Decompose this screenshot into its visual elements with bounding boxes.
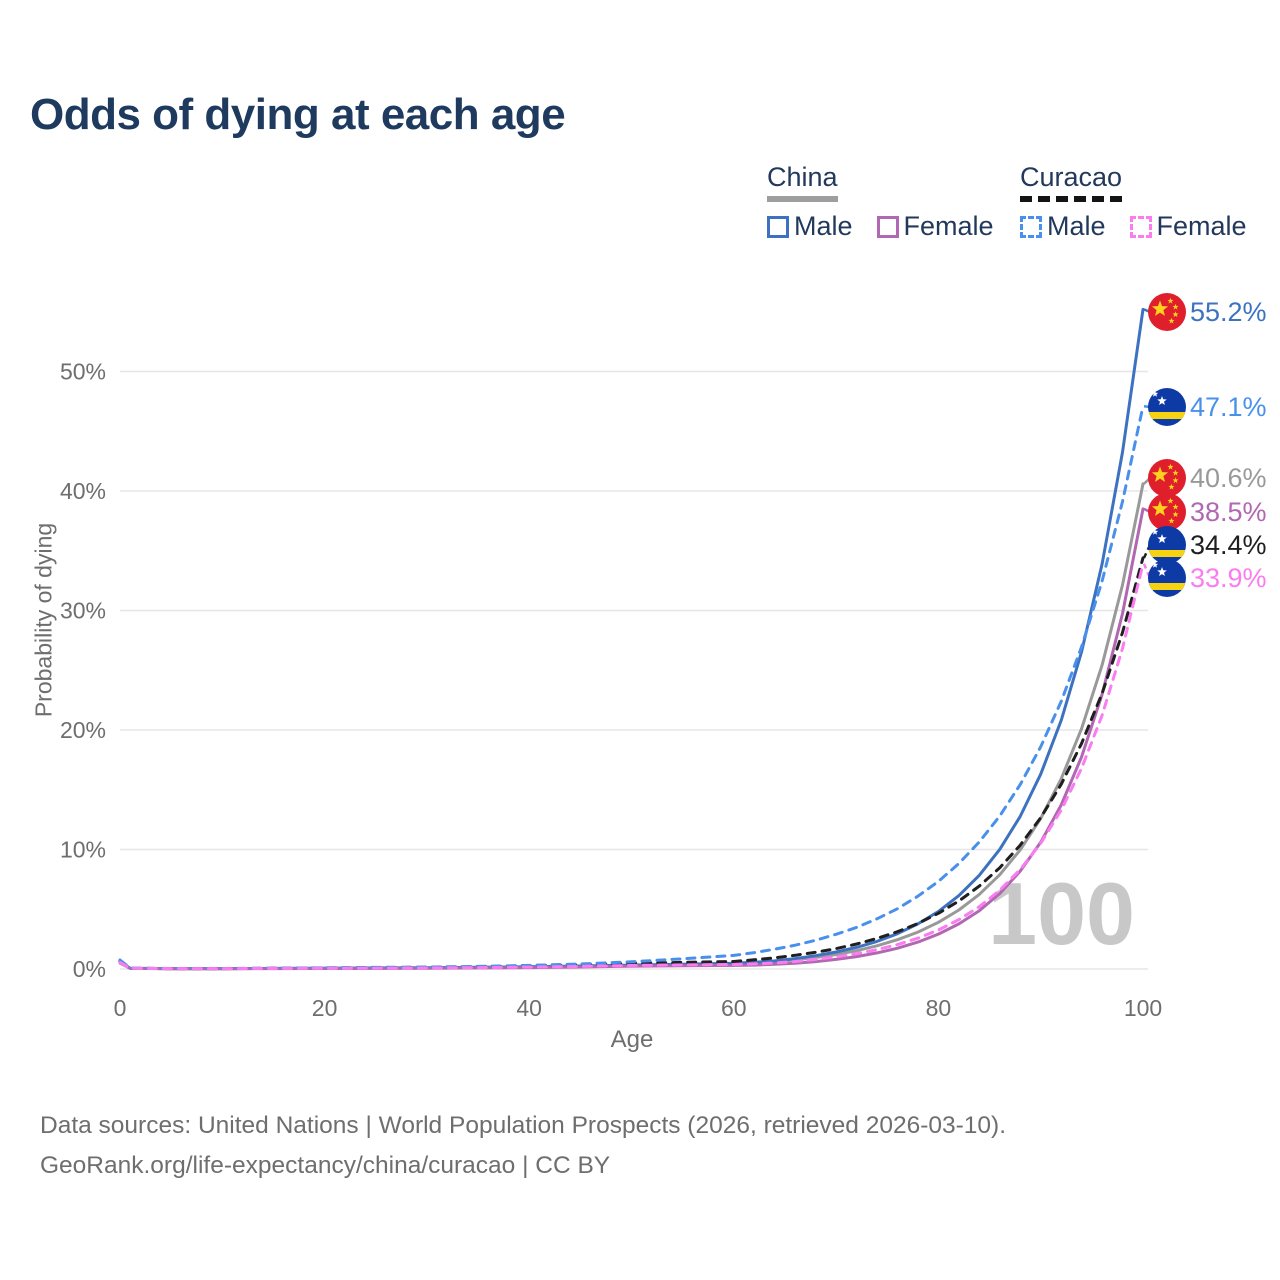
footer-attribution: GeoRank.org/life-expectancy/china/curaca… <box>40 1152 611 1179</box>
legend-label-china-female: Female <box>903 211 994 241</box>
x-tick-label: 60 <box>721 995 747 1021</box>
footer: Data sources: United Nations | World Pop… <box>40 1106 1006 1186</box>
end-label-china-female: 38.5% <box>1190 497 1267 527</box>
y-tick-label: 10% <box>60 837 106 863</box>
page-title: Odds of dying at each age <box>30 90 566 139</box>
label-connector <box>1142 543 1154 559</box>
legend-group-curacao: Curacao Male Female <box>1020 162 1247 242</box>
legend-item-curacao-male[interactable]: Male <box>1020 211 1106 242</box>
end-label-curacao-both-sexes: 34.4% <box>1190 530 1267 560</box>
curacao-flag-icon <box>1148 559 1186 597</box>
legend-group-china-title: China <box>767 162 838 202</box>
end-label-china-male: 55.2% <box>1190 297 1267 327</box>
x-tick-label: 80 <box>926 995 952 1021</box>
legend-swatch-china-female <box>876 215 899 238</box>
legend-item-china-male[interactable]: Male <box>767 211 853 242</box>
end-label-curacao-male: 47.1% <box>1190 392 1267 422</box>
y-axis-title: Probability of dying <box>30 522 57 718</box>
end-label-china-both-sexes: 40.6% <box>1190 463 1267 493</box>
curacao-flag-icon <box>1148 388 1186 426</box>
y-tick-label: 40% <box>60 478 106 504</box>
y-tick-label: 50% <box>60 359 106 385</box>
china-flag-icon <box>1148 493 1186 531</box>
china-flag-icon <box>1148 293 1186 331</box>
end-label-curacao-female: 33.9% <box>1190 563 1267 593</box>
curacao-flag-icon <box>1148 526 1186 564</box>
legend-swatch-curacao-female <box>1129 215 1152 238</box>
legend-label-china-male: Male <box>794 211 853 241</box>
x-axis-title: Age <box>610 1026 654 1053</box>
legend-group-curacao-title: Curacao <box>1020 162 1123 202</box>
x-tick-label: 100 <box>1124 995 1162 1021</box>
legend-item-china-female[interactable]: Female <box>876 211 994 242</box>
legend-group-china: China Male Female <box>767 162 994 242</box>
series-line-curacao-female <box>118 562 1145 971</box>
y-tick-label: 0% <box>73 956 106 982</box>
x-tick-label: 40 <box>516 995 542 1021</box>
age-watermark: 100 <box>988 864 1135 963</box>
legend-label-curacao-female: Female <box>1156 211 1247 241</box>
china-flag-icon <box>1148 459 1186 497</box>
legend-swatch-china-male <box>767 215 789 238</box>
y-tick-label: 30% <box>60 598 106 624</box>
legend-swatch-curacao-male <box>1020 215 1042 238</box>
label-connector <box>1143 404 1154 409</box>
legend-item-curacao-female[interactable]: Female <box>1129 211 1247 242</box>
x-tick-label: 0 <box>114 995 127 1021</box>
legend-label-curacao-male: Male <box>1047 211 1106 241</box>
y-tick-label: 20% <box>60 717 106 743</box>
x-tick-label: 20 <box>312 995 338 1021</box>
footer-data-sources: Data sources: United Nations | World Pop… <box>40 1112 1007 1139</box>
